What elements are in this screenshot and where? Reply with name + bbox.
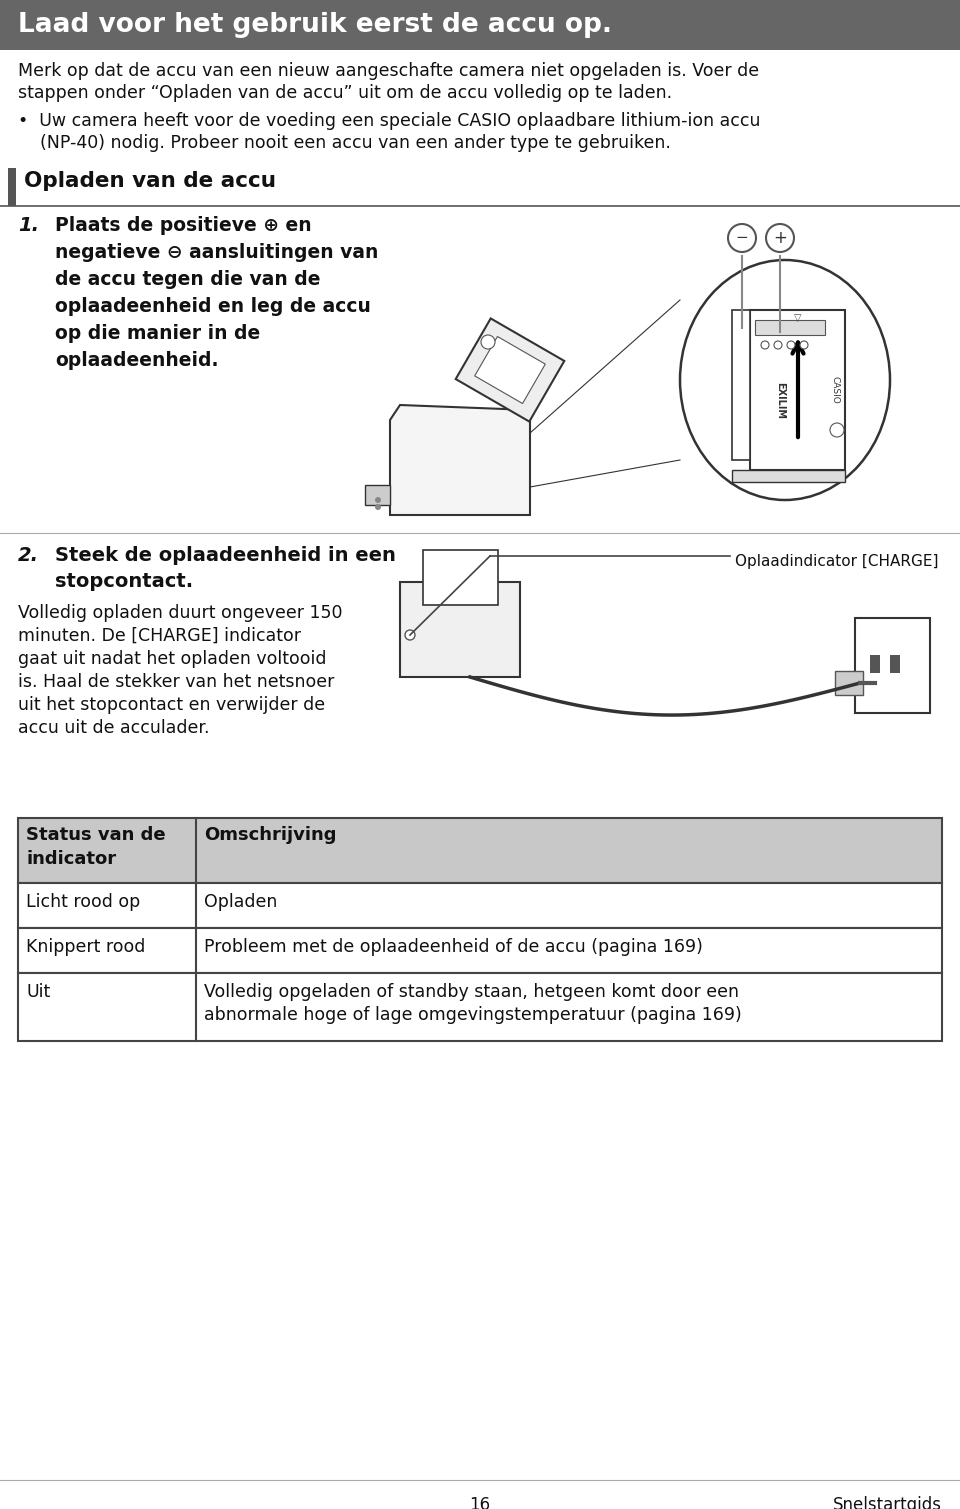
Text: indicator: indicator [26, 850, 116, 868]
Text: Opladen: Opladen [204, 893, 277, 911]
Bar [870, 655, 880, 673]
Text: Laad voor het gebruik eerst de accu op.: Laad voor het gebruik eerst de accu op. [18, 12, 612, 38]
Bar [18, 883, 942, 928]
Bar [732, 469, 845, 481]
Circle shape [787, 341, 795, 349]
Text: CASIO: CASIO [830, 376, 839, 404]
Text: stappen onder “Opladen van de accu” uit om de accu volledig op te laden.: stappen onder “Opladen van de accu” uit … [18, 85, 672, 103]
Text: minuten. De [CHARGE] indicator: minuten. De [CHARGE] indicator [18, 628, 301, 644]
Text: •  Uw camera heeft voor de voeding een speciale CASIO oplaadbare lithium-ion acc: • Uw camera heeft voor de voeding een sp… [18, 112, 760, 130]
Bar [0, 0, 960, 50]
Circle shape [830, 423, 844, 438]
Text: ▽: ▽ [794, 312, 802, 323]
Text: de accu tegen die van de: de accu tegen die van de [55, 270, 321, 290]
Bar [732, 309, 750, 460]
Circle shape [375, 504, 381, 510]
Bar [890, 655, 900, 673]
Polygon shape [474, 337, 545, 403]
Text: −: − [735, 231, 749, 246]
Circle shape [481, 335, 495, 349]
Text: Volledig opladen duurt ongeveer 150: Volledig opladen duurt ongeveer 150 [18, 604, 343, 622]
Polygon shape [390, 404, 530, 515]
Circle shape [774, 341, 782, 349]
Bar [18, 818, 942, 883]
Text: negatieve ⊖ aansluitingen van: negatieve ⊖ aansluitingen van [55, 243, 378, 263]
Bar [18, 973, 942, 1041]
Text: Opladen van de accu: Opladen van de accu [24, 171, 276, 192]
Text: Steek de oplaadeenheid in een: Steek de oplaadeenheid in een [55, 546, 396, 564]
Text: op die manier in de: op die manier in de [55, 324, 260, 343]
Text: oplaadeenheid.: oplaadeenheid. [55, 352, 219, 370]
Circle shape [405, 629, 415, 640]
Text: Oplaadindicator [CHARGE]: Oplaadindicator [CHARGE] [735, 554, 939, 569]
Bar [400, 582, 520, 678]
Ellipse shape [680, 260, 890, 499]
Circle shape [800, 341, 808, 349]
Text: Omschrijving: Omschrijving [204, 825, 337, 844]
Text: gaat uit nadat het opladen voltooid: gaat uit nadat het opladen voltooid [18, 650, 326, 668]
Text: Uit: Uit [26, 982, 50, 1000]
Text: is. Haal de stekker van het netsnoer: is. Haal de stekker van het netsnoer [18, 673, 334, 691]
Text: EXILIM: EXILIM [775, 382, 785, 418]
Circle shape [728, 223, 756, 252]
Text: Licht rood op: Licht rood op [26, 893, 140, 911]
Polygon shape [456, 318, 564, 421]
Text: Snelstartgids: Snelstartgids [833, 1495, 942, 1509]
Bar [855, 619, 930, 712]
Text: Probleem met de oplaadeenheid of de accu (pagina 169): Probleem met de oplaadeenheid of de accu… [204, 939, 703, 957]
Text: abnormale hoge of lage omgevingstemperatuur (pagina 169): abnormale hoge of lage omgevingstemperat… [204, 1007, 742, 1025]
Text: uit het stopcontact en verwijder de: uit het stopcontact en verwijder de [18, 696, 325, 714]
Text: accu uit de acculader.: accu uit de acculader. [18, 718, 209, 736]
Bar [755, 320, 825, 335]
Text: stopcontact.: stopcontact. [55, 572, 193, 592]
Text: 2.: 2. [18, 546, 39, 564]
Text: oplaadeenheid en leg de accu: oplaadeenheid en leg de accu [55, 297, 371, 315]
Bar [423, 549, 498, 605]
Bar [18, 928, 942, 973]
Circle shape [375, 496, 381, 502]
Bar [8, 167, 16, 207]
Text: Knippert rood: Knippert rood [26, 939, 145, 957]
Bar [750, 309, 845, 469]
Text: 16: 16 [469, 1495, 491, 1509]
Text: +: + [773, 229, 787, 247]
Text: 1.: 1. [18, 216, 39, 235]
Text: Volledig opgeladen of standby staan, hetgeen komt door een: Volledig opgeladen of standby staan, het… [204, 982, 739, 1000]
Text: (NP-40) nodig. Probeer nooit een accu van een ander type te gebruiken.: (NP-40) nodig. Probeer nooit een accu va… [18, 134, 671, 152]
Circle shape [766, 223, 794, 252]
Text: Status van de: Status van de [26, 825, 166, 844]
Polygon shape [365, 484, 390, 506]
Circle shape [761, 341, 769, 349]
Text: Merk op dat de accu van een nieuw aangeschafte camera niet opgeladen is. Voer de: Merk op dat de accu van een nieuw aanges… [18, 62, 759, 80]
Bar [835, 672, 863, 696]
Text: Plaats de positieve ⊕ en: Plaats de positieve ⊕ en [55, 216, 312, 235]
